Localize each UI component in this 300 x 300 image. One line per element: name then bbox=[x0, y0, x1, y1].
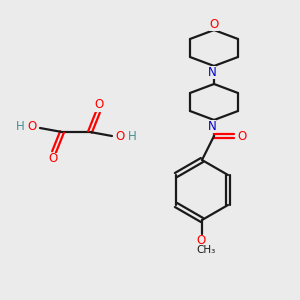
Text: CH₃: CH₃ bbox=[196, 245, 216, 255]
Text: O: O bbox=[94, 98, 103, 112]
Text: N: N bbox=[208, 119, 216, 133]
Text: O: O bbox=[48, 152, 58, 166]
Text: H: H bbox=[16, 121, 24, 134]
Text: O: O bbox=[27, 121, 37, 134]
Text: H: H bbox=[128, 130, 136, 143]
Text: O: O bbox=[209, 17, 219, 31]
Text: N: N bbox=[208, 65, 216, 79]
Text: O: O bbox=[196, 235, 206, 248]
Text: O: O bbox=[237, 130, 247, 142]
Text: O: O bbox=[116, 130, 124, 143]
